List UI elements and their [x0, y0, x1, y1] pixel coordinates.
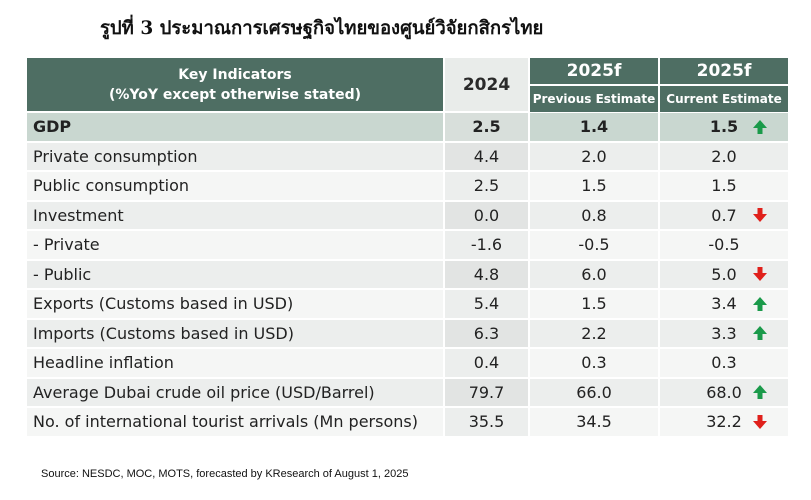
value-current-estimate-cell: 1.5	[660, 113, 790, 143]
indicator-label: Average Dubai crude oil price (USD/Barre…	[27, 378, 445, 408]
value-current-estimate: 68.0	[706, 382, 742, 402]
value-2024: 2.5	[445, 113, 530, 143]
value-2024: 0.0	[445, 201, 530, 231]
value-2024: 2.5	[445, 172, 530, 202]
value-current-estimate-cell: -0.5	[660, 231, 790, 261]
table-row: Headline inflation 0.4 0.3 0.3	[27, 349, 790, 379]
page-title: รูปที่ 3 ประมาณการเศรษฐกิจไทยของศูนย์วิจ…	[100, 18, 544, 39]
key-indicators-subtitle: (%YoY except otherwise stated)	[108, 86, 361, 103]
col-prev-year-header: 2025f	[530, 58, 660, 86]
table-row: Public consumption 2.5 1.5 1.5	[27, 172, 790, 202]
arrow-up-icon	[753, 296, 767, 311]
value-2024: 35.5	[445, 408, 530, 438]
value-current-estimate-cell: 0.3	[660, 349, 790, 379]
forecast-table: Key Indicators (%YoY except otherwise st…	[27, 58, 790, 438]
value-current-estimate-cell: 5.0	[660, 260, 790, 290]
table-row: Imports (Customs based in USD) 6.3 2.2 3.3	[27, 319, 790, 349]
value-current-estimate-cell: 3.4	[660, 290, 790, 320]
value-current-estimate-cell: 68.0	[660, 378, 790, 408]
table-row: Investment 0.0 0.8 0.7	[27, 201, 790, 231]
table-row: Private consumption 4.4 2.0 2.0	[27, 142, 790, 172]
value-2024: 0.4	[445, 349, 530, 379]
value-2024: 79.7	[445, 378, 530, 408]
indicator-label: GDP	[27, 113, 445, 143]
value-current-estimate: 32.2	[706, 412, 742, 432]
table-row: Average Dubai crude oil price (USD/Barre…	[27, 378, 790, 408]
indicator-label: Headline inflation	[27, 349, 445, 379]
value-previous-estimate: 1.5	[530, 172, 660, 202]
key-indicators-title: Key Indicators	[178, 66, 292, 83]
value-previous-estimate: 0.8	[530, 201, 660, 231]
value-current-estimate: 5.0	[711, 264, 737, 284]
col-prev-estimate-header: Previous Estimate	[530, 86, 660, 114]
table-row: GDP 2.5 1.4 1.5	[27, 113, 790, 143]
indicator-label: - Private	[27, 231, 445, 261]
value-2024: 4.4	[445, 142, 530, 172]
indicator-label: Imports (Customs based in USD)	[27, 319, 445, 349]
value-current-estimate: 3.3	[711, 323, 737, 343]
value-current-estimate-cell: 1.5	[660, 172, 790, 202]
value-current-estimate: 2.0	[711, 146, 737, 166]
value-previous-estimate: 0.3	[530, 349, 660, 379]
table-row: - Private -1.6 -0.5 -0.5	[27, 231, 790, 261]
value-current-estimate-cell: 3.3	[660, 319, 790, 349]
value-2024: 5.4	[445, 290, 530, 320]
table-header: Key Indicators (%YoY except otherwise st…	[27, 58, 790, 114]
indicator-label: No. of international tourist arrivals (M…	[27, 408, 445, 438]
value-previous-estimate: 6.0	[530, 260, 660, 290]
source-note: Source: NESDC, MOC, MOTS, forecasted by …	[41, 468, 409, 480]
value-current-estimate-cell: 2.0	[660, 142, 790, 172]
value-current-estimate: 1.5	[709, 117, 739, 137]
table-body: GDP 2.5 1.4 1.5 Private consumption 4.4 2.0 2.0…	[27, 113, 790, 438]
table-row: - Public 4.8 6.0 5.0	[27, 260, 790, 290]
arrow-down-icon	[753, 208, 767, 223]
value-previous-estimate: 2.0	[530, 142, 660, 172]
value-previous-estimate: -0.5	[530, 231, 660, 261]
key-indicators-header: Key Indicators (%YoY except otherwise st…	[27, 58, 445, 113]
value-current-estimate: 0.7	[711, 205, 737, 225]
value-previous-estimate: 66.0	[530, 378, 660, 408]
col-2024-header: 2024	[445, 58, 530, 113]
value-current-estimate-cell: 32.2	[660, 408, 790, 438]
indicator-label: Private consumption	[27, 142, 445, 172]
table-row: No. of international tourist arrivals (M…	[27, 408, 790, 438]
arrow-up-icon	[753, 326, 767, 341]
arrow-down-icon	[753, 267, 767, 282]
value-previous-estimate: 1.5	[530, 290, 660, 320]
indicator-label: Public consumption	[27, 172, 445, 202]
value-2024: -1.6	[445, 231, 530, 261]
indicator-label: - Public	[27, 260, 445, 290]
arrow-up-icon	[753, 385, 767, 400]
value-current-estimate: -0.5	[708, 235, 740, 255]
value-current-estimate: 3.4	[711, 294, 737, 314]
indicator-label: Investment	[27, 201, 445, 231]
value-current-estimate: 1.5	[711, 176, 737, 196]
table-row: Exports (Customs based in USD) 5.4 1.5 3.4	[27, 290, 790, 320]
arrow-up-icon	[753, 119, 767, 134]
value-2024: 6.3	[445, 319, 530, 349]
col-curr-year-header: 2025f	[660, 58, 790, 86]
indicator-label: Exports (Customs based in USD)	[27, 290, 445, 320]
arrow-down-icon	[753, 414, 767, 429]
value-2024: 4.8	[445, 260, 530, 290]
value-current-estimate: 0.3	[711, 353, 737, 373]
value-previous-estimate: 1.4	[530, 113, 660, 143]
value-previous-estimate: 34.5	[530, 408, 660, 438]
col-curr-estimate-header: Current Estimate	[660, 86, 790, 114]
value-previous-estimate: 2.2	[530, 319, 660, 349]
value-current-estimate-cell: 0.7	[660, 201, 790, 231]
